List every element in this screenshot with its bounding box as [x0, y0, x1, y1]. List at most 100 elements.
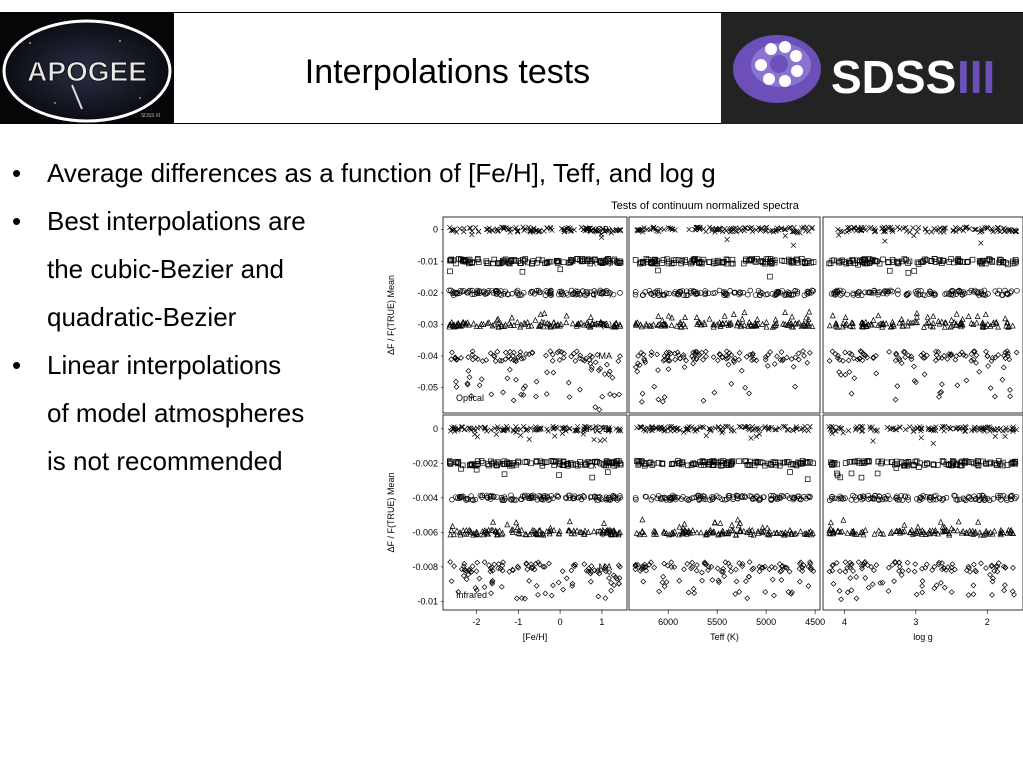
data-point: [646, 322, 653, 329]
data-point: [903, 291, 910, 298]
data-point: [753, 458, 760, 465]
data-point: [540, 323, 547, 330]
data-point: [755, 529, 762, 536]
data-point: [921, 371, 928, 378]
data-point: [834, 289, 841, 295]
data-point: [780, 320, 787, 327]
data-point: [837, 258, 844, 265]
data-point: [980, 458, 986, 465]
data-point: [688, 565, 694, 572]
data-point: [763, 318, 770, 325]
data-point: [521, 494, 528, 500]
data-point: [682, 259, 689, 265]
data-point: [602, 595, 609, 602]
data-point: [992, 433, 998, 439]
data-point: [615, 529, 622, 536]
data-point: [945, 564, 951, 571]
series-label: F(CS): [588, 493, 612, 503]
data-point: [764, 362, 771, 369]
data-point: [672, 289, 678, 295]
data-point: [885, 564, 892, 571]
data-point: [520, 385, 527, 392]
data-point: [642, 493, 649, 500]
data-point: [890, 259, 897, 265]
data-point: [660, 257, 667, 263]
data-point: [850, 568, 856, 574]
data-point: [661, 292, 668, 298]
data-point: [701, 320, 708, 327]
data-point: [739, 493, 745, 499]
data-point: [584, 227, 590, 233]
data-point: [705, 563, 712, 570]
data-point: [453, 527, 460, 534]
data-point: [611, 527, 618, 534]
data-point: [904, 322, 911, 329]
y-tick-label: 0: [433, 424, 438, 434]
data-point: [758, 564, 765, 571]
data-point: [782, 233, 788, 239]
y-tick-label: -0.004: [412, 493, 438, 503]
data-point: [911, 363, 917, 370]
data-point: [604, 322, 611, 329]
data-point: [829, 562, 836, 569]
data-point: [801, 352, 807, 359]
data-point: [643, 567, 650, 574]
data-point: [564, 461, 571, 467]
data-point: [671, 564, 678, 570]
data-point: [640, 260, 647, 266]
data-point: [610, 459, 617, 465]
data-point: [995, 323, 1002, 330]
data-point: [840, 319, 847, 326]
data-point: [804, 476, 811, 482]
data-point: [473, 528, 480, 535]
data-point: [915, 225, 922, 231]
data-point: [449, 522, 456, 529]
data-point: [980, 425, 986, 431]
data-point: [967, 569, 973, 575]
data-point: [510, 357, 517, 363]
data-point: [934, 530, 941, 537]
data-point: [583, 424, 589, 430]
data-point: [668, 321, 675, 328]
data-point: [992, 460, 998, 467]
data-point: [738, 367, 745, 374]
data-point: [710, 494, 717, 500]
data-point: [686, 528, 693, 535]
data-point: [489, 228, 496, 234]
data-point: [878, 320, 885, 327]
data-point: [599, 530, 606, 537]
data-point: [827, 260, 834, 266]
data-point: [899, 528, 906, 535]
y-tick-label: -0.002: [412, 458, 438, 468]
data-point: [502, 356, 509, 362]
data-point: [761, 425, 768, 431]
data-point: [559, 289, 565, 296]
data-point: [651, 383, 658, 390]
data-point: [450, 531, 457, 538]
data-point: [670, 492, 676, 499]
data-point: [899, 322, 906, 329]
data-point: [917, 528, 924, 535]
data-point: [979, 319, 986, 326]
data-point: [567, 259, 574, 266]
data-point: [632, 289, 639, 295]
x-tick-label: 4500: [805, 617, 825, 627]
data-point: [684, 560, 691, 567]
apogee-logo: APOGEE SDSS III: [0, 13, 174, 123]
data-point: [718, 463, 724, 469]
data-point: [963, 567, 970, 574]
bullet-3-text: Linear interpolations: [47, 350, 282, 380]
data-point: [778, 577, 785, 583]
data-point: [904, 462, 911, 469]
data-point: [842, 349, 848, 356]
data-point: [563, 495, 570, 502]
data-point: [594, 351, 601, 358]
data-point: [670, 257, 677, 263]
data-point: [649, 423, 655, 430]
data-point: [679, 288, 685, 294]
data-point: [470, 320, 477, 327]
data-point: [838, 371, 844, 378]
data-point: [1001, 582, 1008, 588]
series-label: F(CB): [588, 458, 612, 468]
data-point: [693, 225, 699, 231]
